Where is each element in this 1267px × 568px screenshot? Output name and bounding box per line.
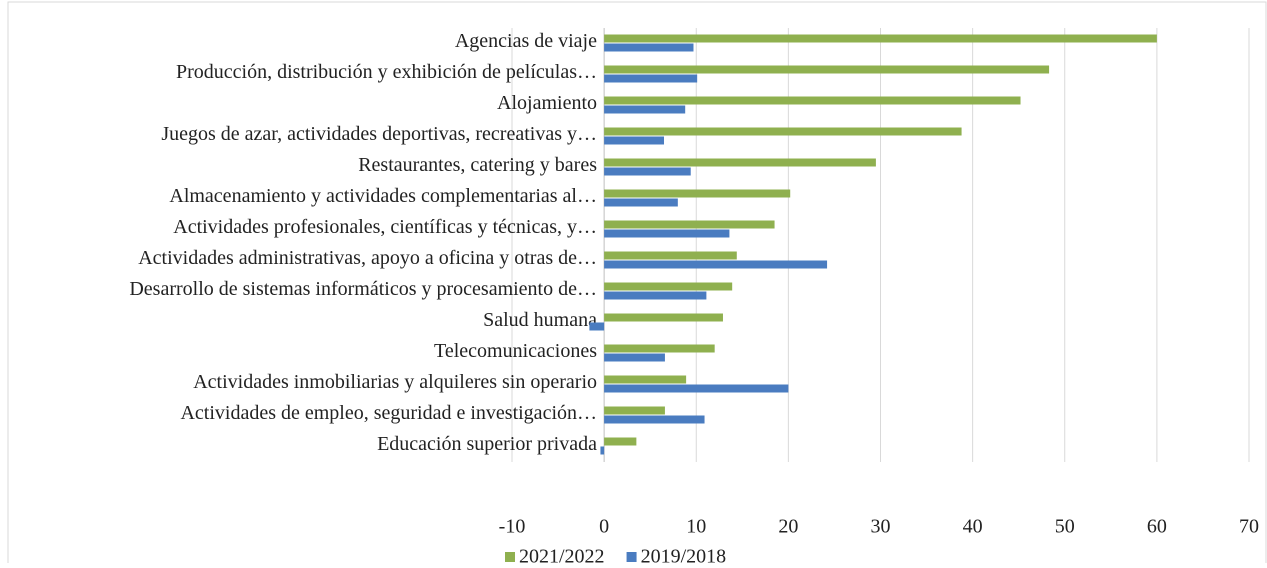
bar: [604, 344, 715, 353]
legend-label: 2021/2022: [519, 546, 605, 563]
x-tick-label: -10: [499, 516, 526, 538]
category-label: Actividades inmobiliarias y alquileres s…: [193, 371, 597, 393]
category-label: Almacenamiento y actividades complementa…: [169, 185, 597, 207]
bar: [604, 96, 1021, 105]
category-label: Salud humana: [483, 309, 597, 331]
x-tick-label: 60: [1147, 516, 1167, 538]
bar: [604, 105, 686, 114]
category-label: Alojamiento: [497, 92, 597, 114]
x-tick-label: 30: [871, 516, 891, 538]
bar: [604, 220, 775, 229]
category-label: Telecomunicaciones: [434, 340, 597, 362]
bar: [604, 437, 637, 446]
bar: [604, 167, 691, 176]
bar: [604, 353, 665, 362]
x-tick-label: 40: [963, 516, 983, 538]
bar: [604, 34, 1157, 43]
bar: [604, 282, 733, 291]
bar: [604, 260, 828, 269]
x-tick-label: 50: [1055, 516, 1075, 538]
bar: [604, 65, 1050, 74]
bar: [604, 375, 687, 384]
bar: [604, 229, 730, 238]
bar: [604, 158, 876, 167]
x-tick-label: 20: [778, 516, 798, 538]
x-tick-label: 0: [599, 516, 609, 538]
bar: [604, 198, 678, 207]
bar: [604, 406, 665, 415]
category-label: Actividades administrativas, apoyo a ofi…: [138, 247, 597, 269]
bar: [604, 384, 789, 393]
bar: [604, 136, 665, 145]
category-label: Actividades profesionales, científicas y…: [173, 216, 597, 238]
legend-swatch: [626, 552, 637, 562]
category-label: Actividades de empleo, seguridad e inves…: [180, 402, 597, 424]
bar: [604, 415, 705, 424]
bar: [589, 322, 605, 331]
bar: [604, 189, 791, 198]
bar: [604, 127, 962, 136]
bar: [604, 74, 698, 83]
category-label: Producción, distribución y exhibición de…: [176, 61, 597, 83]
legend-label: 2019/2018: [641, 546, 727, 563]
legend-swatch: [505, 552, 515, 562]
category-label: Juegos de azar, actividades deportivas, …: [161, 123, 597, 145]
bar: [604, 43, 694, 52]
category-label: Educación superior privada: [377, 433, 597, 455]
x-tick-label: 10: [686, 516, 706, 538]
bar: [604, 313, 723, 322]
bar: [600, 446, 605, 455]
x-tick-label: 70: [1239, 516, 1259, 538]
bar: [604, 251, 737, 260]
bar: [604, 291, 707, 300]
chart-border: [7, 1, 1267, 568]
category-label: Restaurantes, catering y bares: [358, 154, 597, 176]
category-label: Agencias de viaje: [455, 30, 597, 52]
category-label: Desarrollo de sistemas informáticos y pr…: [129, 278, 597, 300]
